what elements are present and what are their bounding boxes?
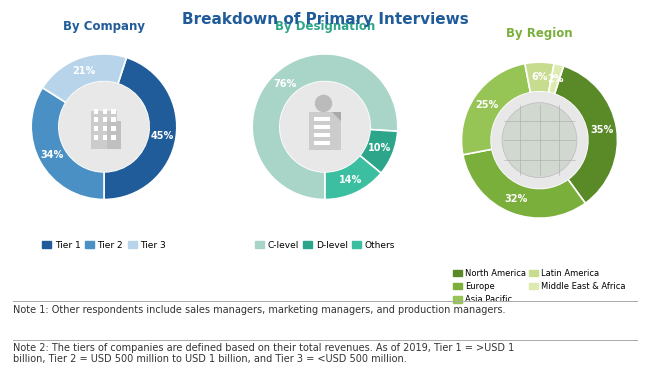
Wedge shape (31, 88, 104, 200)
Text: 10%: 10% (368, 144, 391, 154)
Wedge shape (252, 54, 398, 200)
Bar (107, 121, 122, 149)
Text: 76%: 76% (273, 79, 296, 89)
Wedge shape (549, 63, 564, 94)
Text: Breakdown of Primary Interviews: Breakdown of Primary Interviews (181, 12, 469, 26)
Title: By Designation: By Designation (275, 20, 375, 33)
Bar (111, 135, 116, 140)
Text: 14%: 14% (339, 175, 362, 185)
Bar (94, 135, 98, 140)
Wedge shape (104, 58, 177, 200)
Bar (91, 111, 117, 149)
Bar (314, 133, 330, 137)
Wedge shape (325, 156, 381, 200)
Text: 21%: 21% (72, 66, 96, 76)
Bar (111, 117, 116, 122)
Text: 25%: 25% (476, 99, 499, 110)
Circle shape (315, 95, 332, 112)
Title: By Region: By Region (506, 27, 573, 40)
Circle shape (59, 81, 149, 172)
Text: Note 1: Other respondents include sales managers, marketing managers, and produc: Note 1: Other respondents include sales … (13, 305, 506, 315)
Text: 6%: 6% (531, 72, 548, 82)
Wedge shape (42, 54, 127, 103)
Bar (103, 135, 107, 140)
Legend: North America, Europe, Asia Pacific, Latin America, Middle East & Africa: North America, Europe, Asia Pacific, Lat… (450, 266, 629, 308)
Text: 32%: 32% (504, 194, 528, 204)
Bar (103, 126, 107, 131)
Circle shape (502, 103, 577, 178)
Title: By Company: By Company (63, 20, 145, 33)
Bar (103, 109, 107, 114)
Bar (314, 125, 330, 129)
Circle shape (491, 92, 588, 189)
Circle shape (280, 81, 370, 172)
Bar (94, 109, 98, 114)
Polygon shape (332, 112, 341, 121)
Text: 45%: 45% (151, 131, 174, 141)
Text: 34%: 34% (41, 150, 64, 160)
Bar (314, 117, 330, 121)
Bar (314, 141, 330, 145)
Bar (94, 126, 98, 131)
Legend: Tier 1, Tier 2, Tier 3: Tier 1, Tier 2, Tier 3 (38, 237, 170, 253)
Wedge shape (463, 149, 586, 218)
Text: 2%: 2% (547, 74, 564, 84)
Wedge shape (525, 62, 554, 93)
Wedge shape (462, 63, 530, 155)
Bar (94, 117, 98, 122)
Wedge shape (360, 129, 398, 173)
Bar (103, 117, 107, 122)
Text: 35%: 35% (590, 125, 614, 135)
Bar (111, 109, 116, 114)
Bar (309, 112, 341, 150)
Legend: C-level, D-level, Others: C-level, D-level, Others (251, 237, 399, 253)
Bar (111, 126, 116, 131)
Wedge shape (554, 66, 617, 203)
Text: Note 2: The tiers of companies are defined based on their total revenues. As of : Note 2: The tiers of companies are defin… (13, 343, 514, 364)
